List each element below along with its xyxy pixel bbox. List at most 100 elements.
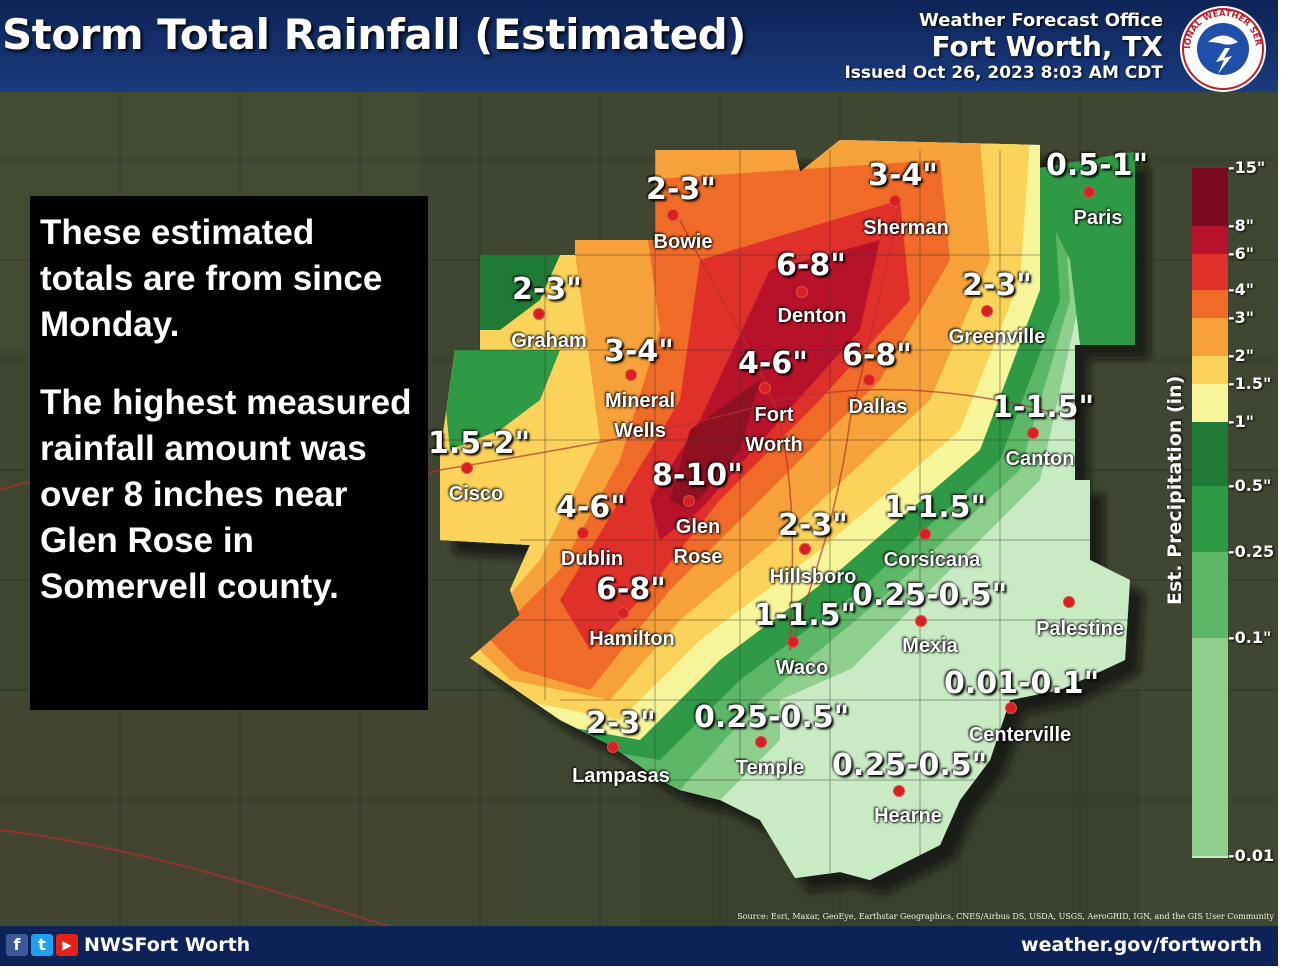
footer-bar: f t ▶ NWSFort Worth weather.gov/fortwort…: [0, 926, 1278, 966]
legend-tick-label: 0.25: [1228, 542, 1274, 561]
legend-tick-label: 0.01: [1228, 846, 1274, 865]
rainfall-amount-label: 0.01-0.1": [944, 666, 1100, 701]
rainfall-amount-label: 2-3": [778, 508, 848, 543]
city-marker: [787, 636, 799, 648]
city-marker: [683, 495, 695, 507]
rainfall-amount-label: 6-8": [776, 248, 846, 283]
legend-tick-label: 2": [1228, 346, 1254, 365]
note-paragraph-2: The highest measured rainfall amount was…: [40, 383, 412, 606]
city-label: Hamilton: [589, 628, 675, 650]
legend-color-band: [1192, 318, 1228, 356]
city-label: Hearne: [874, 805, 942, 827]
rainfall-amount-label: 8-10": [652, 458, 743, 493]
city-label: Sherman: [863, 217, 949, 239]
social-handle[interactable]: NWSFort Worth: [84, 934, 251, 956]
rainfall-amount-label: 2-3": [646, 172, 716, 207]
legend-color-band: [1192, 552, 1228, 638]
city-marker: [863, 374, 875, 386]
city-marker: [799, 543, 811, 555]
city-marker: [796, 286, 808, 298]
cwa-highways: [440, 199, 1081, 651]
page-title: Storm Total Rainfall (Estimated): [2, 10, 746, 59]
legend-tick-label: 15": [1228, 158, 1266, 177]
city-label: Fort Worth: [745, 404, 803, 456]
nws-logo-icon: NATIONAL WEATHER SERVICE: [1178, 4, 1266, 92]
city-marker: [919, 528, 931, 540]
legend-tick-label: 4": [1228, 280, 1254, 299]
city-label: Mineral Wells: [604, 390, 676, 442]
legend-tick-label: 1": [1228, 412, 1254, 431]
rainfall-amount-label: 2-3": [586, 706, 656, 741]
city-label: Temple: [735, 757, 805, 779]
header-bar: Storm Total Rainfall (Estimated) Weather…: [0, 0, 1278, 92]
twitter-icon[interactable]: t: [31, 934, 53, 956]
city-marker: [625, 369, 637, 381]
legend-color-band: [1192, 384, 1228, 422]
city-label: Paris: [1073, 207, 1123, 229]
info-note: These estimated totals are from since Mo…: [30, 196, 428, 710]
city-marker: [1083, 186, 1095, 198]
rainfall-amount-label: 1.5-2": [428, 426, 531, 461]
rainfall-map: [0, 90, 1278, 961]
rainfall-amount-label: 3-4": [868, 158, 938, 193]
rainfall-bands: [440, 140, 1135, 880]
rainfall-amount-label: 0.25-0.5": [832, 748, 988, 783]
legend-tick-label: 0.1": [1228, 628, 1272, 647]
rainfall-amount-label: 2-3": [512, 272, 582, 307]
city-marker: [981, 305, 993, 317]
city-label: Dallas: [848, 396, 908, 418]
city-label: Dublin: [560, 548, 624, 570]
city-label: Mexia: [902, 635, 958, 657]
youtube-icon[interactable]: ▶: [56, 934, 78, 956]
city-label: Greenville: [948, 326, 1046, 348]
rainfall-amount-label: 6-8": [596, 572, 666, 607]
city-marker: [889, 195, 901, 207]
city-marker: [759, 382, 771, 394]
legend-tick-label: 6": [1228, 244, 1254, 263]
issued-timestamp: Issued Oct 26, 2023 8:03 AM CDT: [844, 63, 1163, 83]
city-label: Corsicana: [883, 549, 981, 571]
map-stage: Storm Total Rainfall (Estimated) Weather…: [0, 0, 1278, 966]
legend-color-band: [1192, 356, 1228, 384]
rainfall-amount-label: 4-6": [556, 490, 626, 525]
city-marker: [577, 527, 589, 539]
city-marker: [461, 462, 473, 474]
facebook-icon[interactable]: f: [6, 934, 28, 956]
city-label: Graham: [511, 330, 587, 352]
office-location: Fort Worth, TX: [931, 30, 1164, 63]
rainfall-amount-label: 0.5-1": [1046, 148, 1149, 183]
office-label: Weather Forecast Office: [918, 10, 1163, 31]
city-marker: [755, 736, 767, 748]
rainfall-amount-label: 0.25-0.5": [852, 578, 1008, 613]
city-marker: [1005, 702, 1017, 714]
rainfall-amount-label: 3-4": [604, 334, 674, 369]
legend-title: Est. Precipitation (in): [1164, 375, 1186, 605]
legend-color-band: [1192, 856, 1228, 858]
legend-tick-label: 3": [1228, 308, 1254, 327]
source-credit: Source: Esri, Maxar, GeoEye, Earthstar G…: [737, 912, 1274, 921]
website-link[interactable]: weather.gov/fortworth: [1021, 934, 1262, 956]
legend-tick-label: 1.5": [1228, 374, 1272, 393]
legend-color-band: [1192, 486, 1228, 552]
city-label: Cisco: [448, 483, 504, 505]
rainfall-amount-label: 2-3": [962, 268, 1032, 303]
city-label: Hillsboro: [769, 566, 857, 588]
city-label: Lampasas: [572, 765, 670, 787]
rainfall-amount-label: 1-1.5": [754, 598, 857, 633]
legend-tick-label: 8": [1228, 216, 1254, 235]
legend-color-band: [1192, 254, 1228, 290]
rainfall-amount-label: 0.25-0.5": [694, 700, 850, 735]
legend-color-band: [1192, 290, 1228, 318]
precip-legend: [1192, 168, 1228, 858]
city-label: Bowie: [653, 231, 713, 253]
city-label: Canton: [1005, 448, 1075, 470]
legend-color-band: [1192, 226, 1228, 254]
city-marker: [607, 741, 619, 753]
note-paragraph-1: These estimated totals are from since Mo…: [40, 213, 383, 344]
social-icons: f t ▶: [6, 934, 78, 956]
city-marker: [617, 607, 629, 619]
city-marker: [1027, 427, 1039, 439]
city-marker: [667, 209, 679, 221]
office-info: Weather Forecast Office Fort Worth, TX I…: [844, 10, 1163, 83]
city-label: Palestine: [1036, 618, 1124, 640]
